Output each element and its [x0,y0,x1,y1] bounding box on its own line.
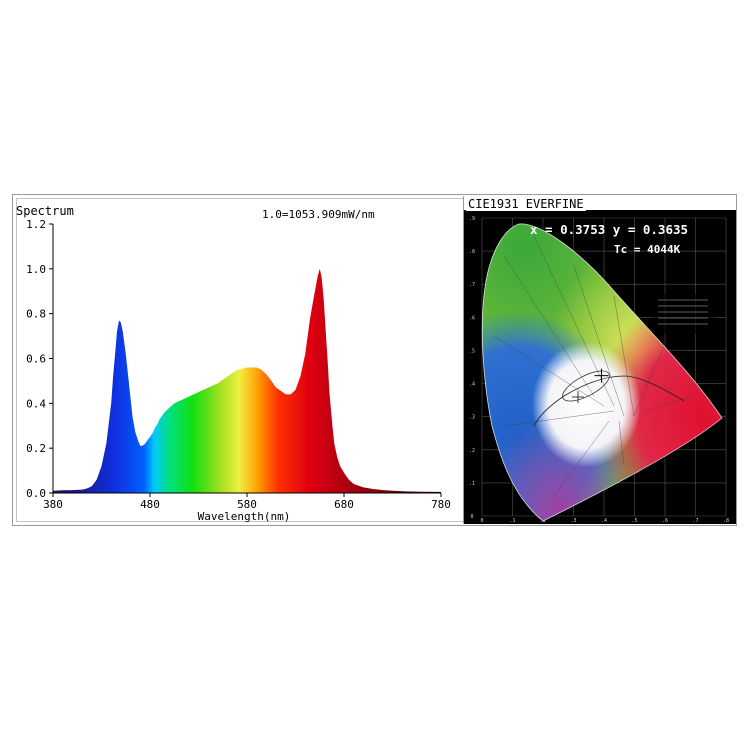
y-tick-label: 0.0 [26,487,46,500]
x-tick-label: 480 [140,498,160,511]
legend-box [654,294,714,334]
x-axis-label: Wavelength(nm) [198,510,291,523]
cie-y-tick-label: 0 [470,514,473,520]
planckian-locus [533,375,685,427]
cie-x-tick-label: .1 [509,518,515,524]
y-tick-label: 0.8 [26,308,46,321]
cie-panel: 0.1.2.3.4.5.6.7.80.1.2.3.4.5.6.7.8.9 [463,196,736,524]
cie-y-tick-label: .5 [469,348,475,354]
cie-x-tick-label: .7 [692,518,698,524]
cie-y-tick-label: .9 [469,216,475,222]
y-tick-label: 0.2 [26,442,46,455]
spectral-locus [481,223,723,522]
cie-chromaticity-diagram: 0.1.2.3.4.5.6.7.80.1.2.3.4.5.6.7.8.9 [464,210,736,524]
cie-y-tick-label: .2 [469,448,475,454]
y-tick-label: 1.0 [26,263,46,276]
x-tick-label: 380 [43,498,63,511]
x-tick-label: 780 [431,498,451,511]
reference-marker [572,391,584,403]
cie-x-tick-label: 0 [480,518,483,524]
cie-x-tick-label: .8 [723,518,729,524]
cie-y-tick-label: .6 [469,315,475,321]
cie-cct-value: Tc = 4044K [614,243,681,256]
y-tick-label: 1.2 [26,218,46,231]
cie-x-tick-label: .4 [601,518,607,524]
cie-y-tick-label: .4 [469,382,475,388]
cie-y-tick-label: .1 [469,481,475,487]
cie-title: CIE1931 EVERFINE [466,197,586,211]
cie-y-tick-label: .7 [469,282,475,288]
y-tick-label: 0.6 [26,353,46,366]
tolerance-ellipse [562,370,610,402]
measured-point-marker [594,368,609,383]
y-tick-label: 0.4 [26,397,46,410]
cie-y-tick-label: .3 [469,415,475,421]
cie-x-tick-label: .6 [662,518,668,524]
cie-x-tick-label: .5 [631,518,637,524]
x-tick-label: 680 [334,498,354,511]
cie-y-tick-label: .8 [469,249,475,255]
spectrum-area [53,268,441,493]
cie-x-tick-label: .3 [570,518,576,524]
spectrum-chart: Spectrum 1.0=1053.909mW/nm 0.0 0.2 0.4 0.6 0… [16,204,451,523]
spectrum-scale-label: 1.0=1053.909mW/nm [262,208,375,221]
cie-point-coordinates: x = 0.3753 y = 0.3635 [530,222,688,237]
spectrum-title: Spectrum [16,204,74,218]
x-tick-label: 580 [237,498,257,511]
